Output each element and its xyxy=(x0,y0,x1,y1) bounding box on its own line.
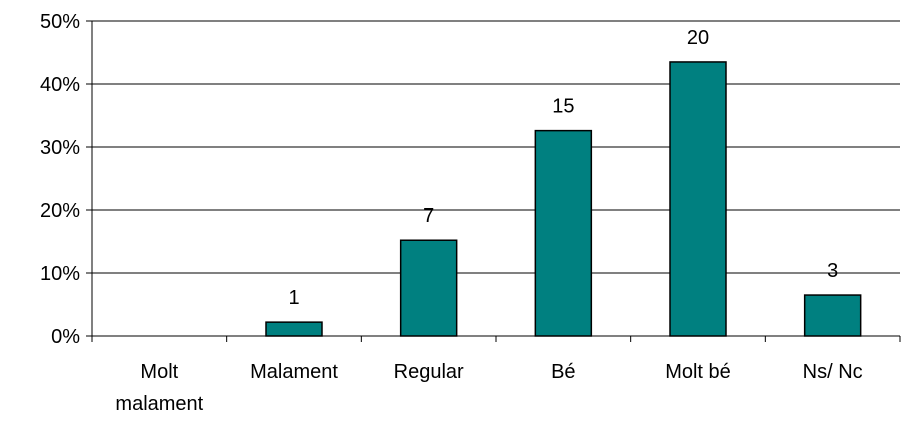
bars xyxy=(265,61,862,337)
data-label: 15 xyxy=(552,96,574,118)
y-tick-label: 50% xyxy=(40,11,80,33)
gridlines xyxy=(92,20,900,274)
y-tick-label: 20% xyxy=(40,200,80,222)
bar xyxy=(265,321,323,337)
x-tick-label-line: Regular xyxy=(394,361,464,383)
bar xyxy=(399,239,458,337)
x-tick-label-line: Malament xyxy=(250,361,338,383)
axes xyxy=(86,20,901,342)
x-tick-label: Malament xyxy=(250,361,338,383)
bar xyxy=(534,129,593,337)
x-tick-label: Regular xyxy=(394,361,464,383)
y-tick-label: 30% xyxy=(40,137,80,159)
data-label: 20 xyxy=(687,27,709,49)
labels: 0% 10% 20% 30% 40% 50% Molt malament 1 Malament 7 R… xyxy=(40,11,863,415)
x-tick-label-line: Bé xyxy=(551,361,575,383)
y-tick-label: 0% xyxy=(51,326,80,348)
data-label: 7 xyxy=(423,205,434,227)
x-tick-label: Molt bé xyxy=(665,361,731,383)
bar xyxy=(669,61,727,337)
x-tick-label-line: Molt xyxy=(140,361,178,383)
data-label: 3 xyxy=(827,260,838,282)
bar xyxy=(803,294,862,337)
x-tick-label: Bé xyxy=(551,361,575,383)
data-label: 1 xyxy=(288,287,299,309)
y-tick-label: 10% xyxy=(40,263,80,285)
x-tick-label-line: malament xyxy=(115,393,203,415)
x-tick-label: Ns/ Nc xyxy=(803,361,863,383)
x-tick-label-line: Ns/ Nc xyxy=(803,361,863,383)
x-tick-label-line: Molt bé xyxy=(665,361,731,383)
y-tick-label: 40% xyxy=(40,74,80,96)
x-tick-label: Molt malament xyxy=(115,361,203,415)
